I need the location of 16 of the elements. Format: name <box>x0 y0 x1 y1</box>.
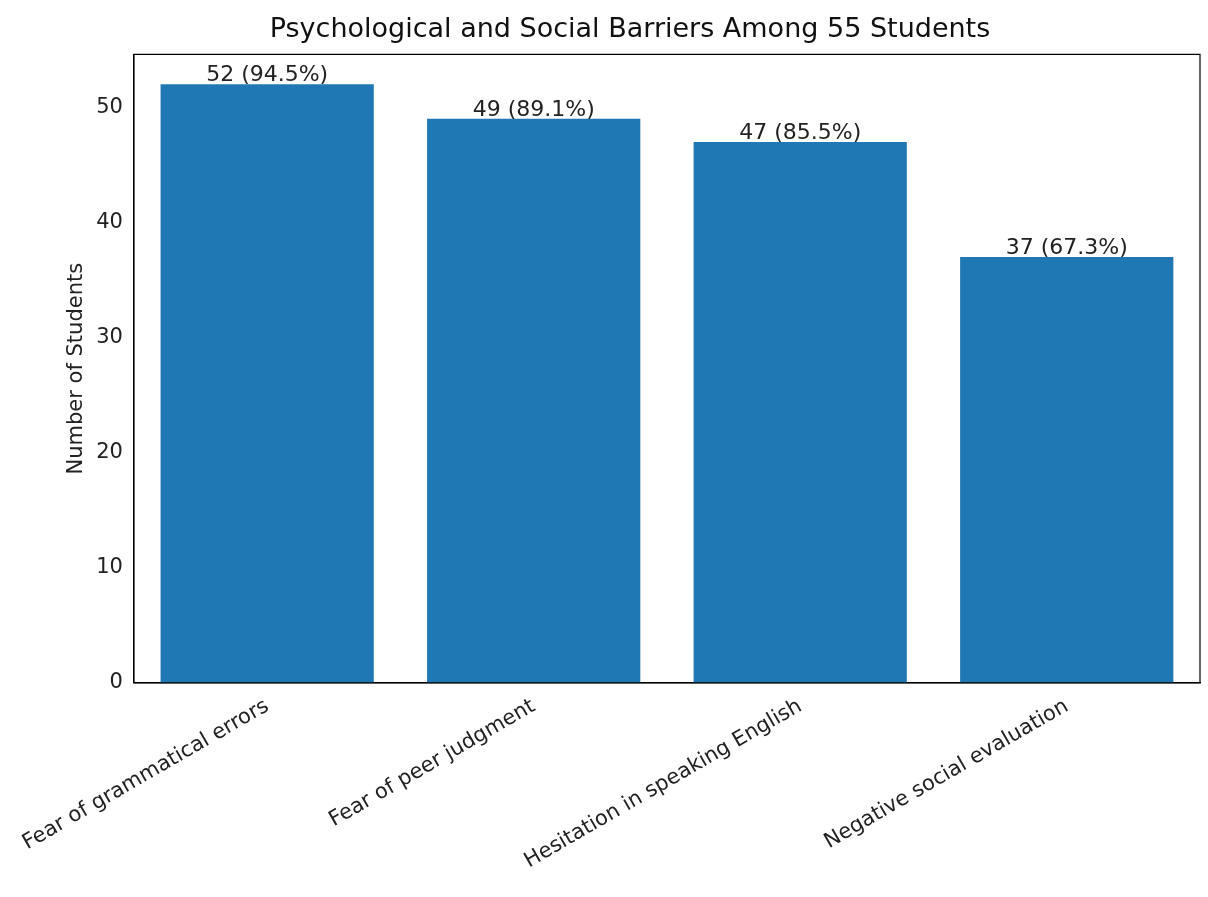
data-label: 37 (67.3%) <box>1005 233 1128 259</box>
data-label: 49 (89.1%) <box>472 95 595 121</box>
data-label: 47 (85.5%) <box>739 118 862 144</box>
y-tick-label: 30 <box>96 324 123 349</box>
y-tick-label: 0 <box>109 669 123 694</box>
bar <box>427 118 641 683</box>
y-tick-label: 10 <box>96 554 123 579</box>
bar <box>960 257 1174 683</box>
bar <box>693 141 907 683</box>
y-tick-label: 20 <box>96 439 123 464</box>
y-axis-title: Number of Students <box>63 262 88 475</box>
data-label: 52 (94.5%) <box>206 61 329 87</box>
bar <box>160 84 374 683</box>
y-tick-label: 40 <box>96 208 123 233</box>
y-tick-label: 50 <box>96 93 123 118</box>
chart-title: Psychological and Social Barriers Among 55 Students <box>269 12 991 44</box>
